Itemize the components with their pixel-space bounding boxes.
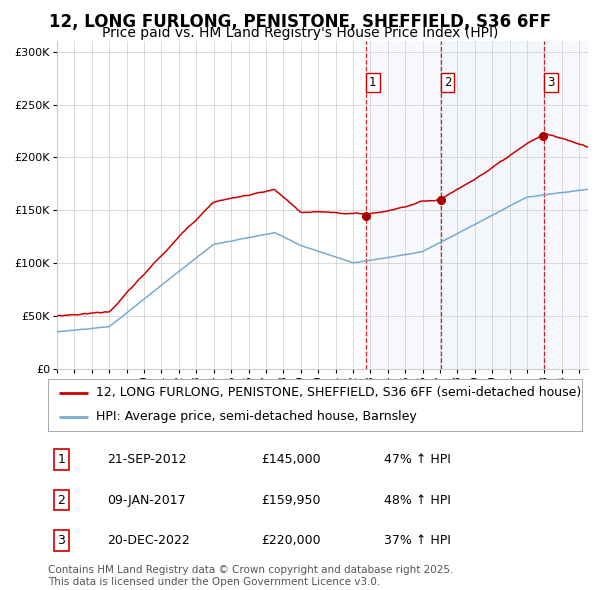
Text: £159,950: £159,950 — [262, 493, 321, 507]
Text: 3: 3 — [58, 534, 65, 547]
Text: Contains HM Land Registry data © Crown copyright and database right 2025.
This d: Contains HM Land Registry data © Crown c… — [48, 565, 454, 587]
Text: 12, LONG FURLONG, PENISTONE, SHEFFIELD, S36 6FF (semi-detached house): 12, LONG FURLONG, PENISTONE, SHEFFIELD, … — [96, 386, 581, 399]
Text: £145,000: £145,000 — [262, 453, 321, 466]
Text: £220,000: £220,000 — [262, 534, 321, 547]
Text: 1: 1 — [58, 453, 65, 466]
Text: 2: 2 — [58, 493, 65, 507]
Text: 37% ↑ HPI: 37% ↑ HPI — [385, 534, 451, 547]
Text: 1: 1 — [369, 76, 377, 88]
Text: 09-JAN-2017: 09-JAN-2017 — [107, 493, 185, 507]
Text: 3: 3 — [547, 76, 555, 88]
Text: 47% ↑ HPI: 47% ↑ HPI — [385, 453, 451, 466]
Text: 12, LONG FURLONG, PENISTONE, SHEFFIELD, S36 6FF: 12, LONG FURLONG, PENISTONE, SHEFFIELD, … — [49, 13, 551, 31]
Text: 48% ↑ HPI: 48% ↑ HPI — [385, 493, 451, 507]
Bar — [440, 41, 544, 369]
Text: 2: 2 — [444, 76, 452, 88]
Text: HPI: Average price, semi-detached house, Barnsley: HPI: Average price, semi-detached house,… — [96, 410, 417, 423]
Text: 21-SEP-2012: 21-SEP-2012 — [107, 453, 186, 466]
Text: Price paid vs. HM Land Registry's House Price Index (HPI): Price paid vs. HM Land Registry's House … — [102, 26, 498, 40]
Text: 20-DEC-2022: 20-DEC-2022 — [107, 534, 190, 547]
Bar — [365, 41, 588, 369]
